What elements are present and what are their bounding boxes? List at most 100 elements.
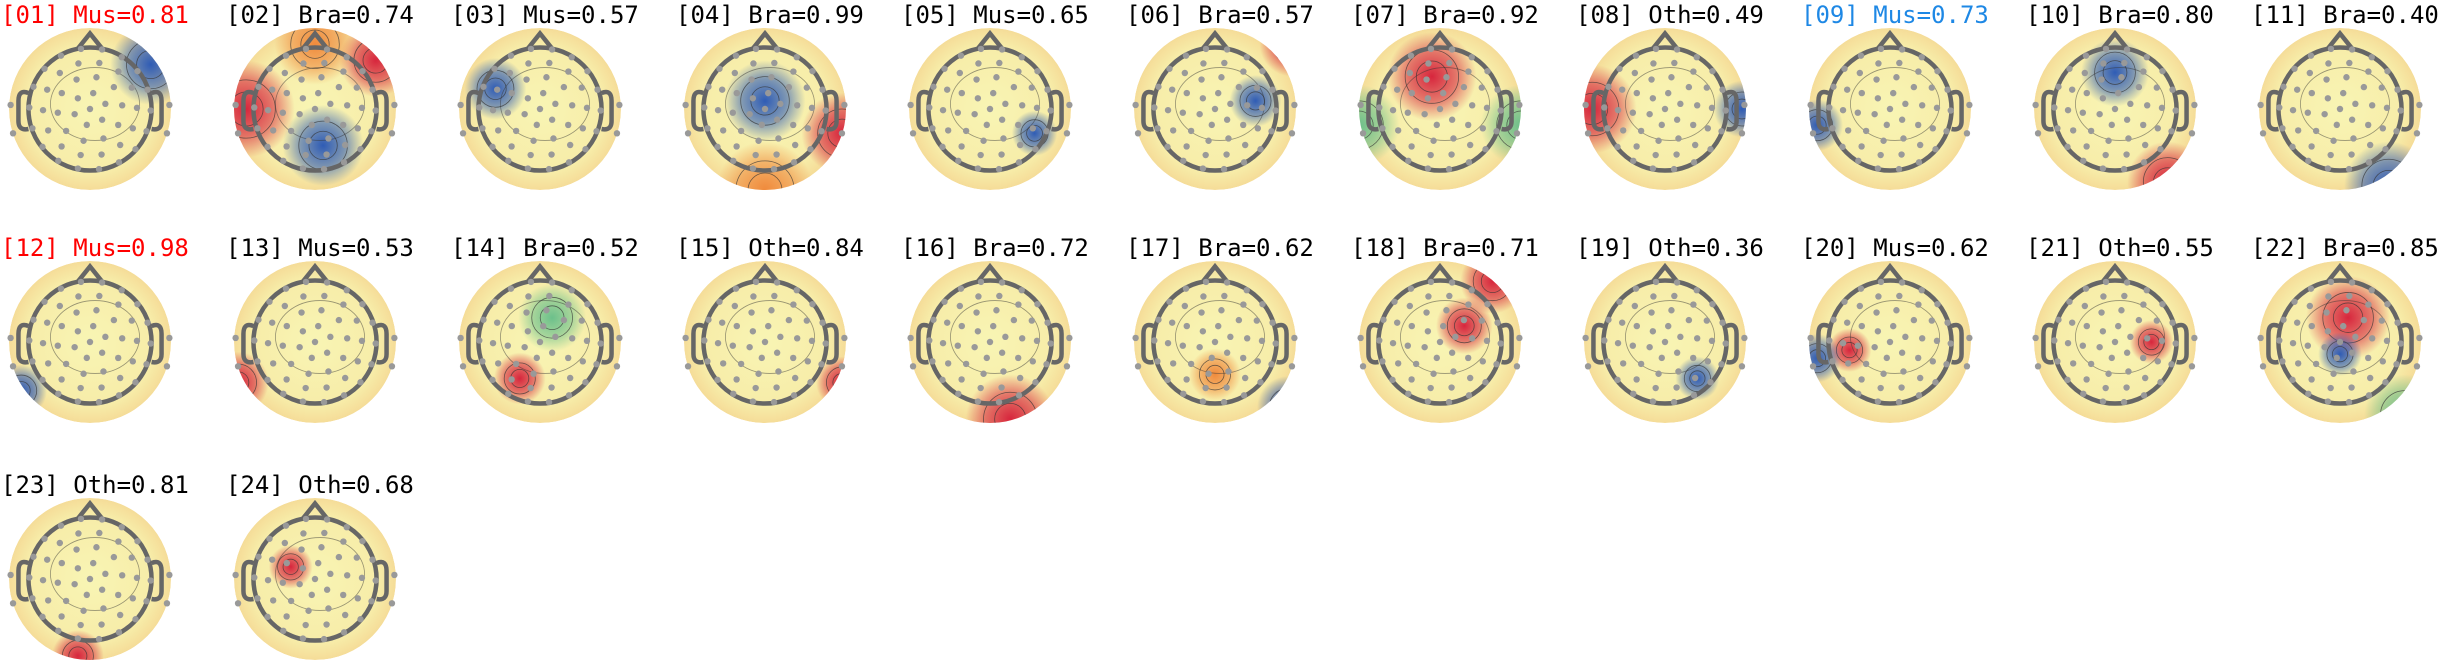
electrode bbox=[939, 339, 947, 347]
electrode bbox=[1928, 317, 1936, 324]
electrode bbox=[1223, 349, 1231, 356]
electrode bbox=[2304, 109, 2312, 116]
topomap-blob bbox=[1229, 74, 1282, 127]
electrode bbox=[974, 328, 982, 335]
electrode bbox=[2383, 337, 2391, 345]
electrode bbox=[1690, 301, 1697, 308]
electrode bbox=[115, 354, 122, 362]
electrode bbox=[1898, 46, 1906, 53]
electrode bbox=[1670, 165, 1678, 173]
electrode bbox=[733, 89, 740, 97]
electrode bbox=[296, 580, 303, 588]
electrode bbox=[1015, 159, 1023, 166]
electrode bbox=[907, 334, 914, 342]
electrode bbox=[2276, 337, 2283, 344]
contour-line bbox=[2094, 51, 2136, 94]
electrode bbox=[1448, 116, 1456, 123]
electrode bbox=[977, 384, 984, 392]
electrode bbox=[1516, 334, 1523, 342]
component-title: [18] Bra=0.71 bbox=[1351, 234, 1539, 262]
electrode bbox=[1241, 374, 1249, 382]
electrode bbox=[2294, 127, 2302, 134]
electrode bbox=[1032, 146, 1039, 153]
electrode bbox=[822, 107, 829, 114]
electrode bbox=[548, 384, 555, 391]
electrode bbox=[323, 349, 331, 356]
contour-line bbox=[290, 28, 340, 69]
electrode bbox=[1407, 285, 1415, 292]
electrode bbox=[264, 576, 272, 584]
electrode bbox=[83, 354, 90, 362]
electrode bbox=[283, 322, 290, 330]
electrode bbox=[86, 105, 94, 113]
electrode bbox=[1134, 363, 1142, 370]
component-title: [20] Mus=0.62 bbox=[1801, 234, 1989, 262]
nose bbox=[976, 29, 1004, 50]
electrode bbox=[2366, 141, 2374, 149]
electrode bbox=[1857, 52, 1865, 59]
electrode bbox=[1227, 100, 1234, 108]
electrode bbox=[2118, 307, 2125, 314]
electrode bbox=[1693, 53, 1700, 61]
electrode bbox=[803, 317, 811, 324]
electrode bbox=[533, 121, 540, 129]
electrode bbox=[773, 384, 780, 391]
electrode bbox=[1132, 101, 1139, 109]
electrode bbox=[1873, 76, 1880, 83]
electrode bbox=[1874, 328, 1882, 335]
electrode bbox=[944, 127, 952, 134]
electrode bbox=[2123, 46, 2131, 53]
electrode bbox=[357, 379, 364, 386]
electrode bbox=[1427, 384, 1434, 392]
electrode bbox=[1483, 337, 1491, 345]
electrode bbox=[2100, 60, 2107, 67]
electrode bbox=[234, 600, 242, 607]
electrode bbox=[2051, 337, 2058, 344]
electrode bbox=[1235, 316, 1243, 324]
electrode bbox=[1376, 337, 1383, 344]
electrode bbox=[251, 574, 258, 581]
nose bbox=[751, 262, 779, 283]
electrode bbox=[359, 537, 366, 545]
electrode bbox=[1883, 121, 1890, 129]
electrode bbox=[489, 143, 496, 151]
electrode bbox=[77, 278, 85, 286]
topomap-blob bbox=[1189, 348, 1241, 401]
electrode bbox=[287, 360, 295, 368]
electrode bbox=[2064, 339, 2072, 347]
electrode bbox=[359, 300, 366, 308]
electrode bbox=[752, 45, 760, 53]
electrode bbox=[809, 67, 816, 75]
contour-line bbox=[1280, 32, 1296, 56]
electrode bbox=[525, 60, 532, 67]
electrode bbox=[1614, 376, 1621, 384]
electrode bbox=[2054, 125, 2061, 132]
electrode bbox=[2312, 127, 2320, 135]
electrode bbox=[1963, 363, 1971, 370]
electrode bbox=[299, 635, 307, 642]
topomap-blob bbox=[518, 283, 587, 352]
electrode bbox=[1483, 104, 1491, 112]
ear bbox=[241, 559, 255, 602]
electrode bbox=[1015, 121, 1022, 129]
electrode bbox=[1874, 398, 1882, 405]
electrode bbox=[1380, 316, 1387, 323]
electrode bbox=[41, 535, 48, 542]
electrode bbox=[133, 337, 141, 345]
electrode bbox=[315, 89, 322, 97]
electrode bbox=[232, 101, 239, 109]
ear bbox=[1500, 322, 1514, 365]
electrode bbox=[983, 121, 990, 129]
electrode bbox=[1704, 358, 1712, 365]
electrode bbox=[732, 52, 740, 59]
electrode bbox=[476, 104, 483, 111]
electrode bbox=[995, 398, 1003, 406]
electrode bbox=[506, 69, 514, 77]
electrode bbox=[116, 611, 124, 619]
electrode bbox=[1839, 143, 1846, 151]
electrode bbox=[579, 125, 587, 132]
electrode bbox=[1493, 361, 1500, 368]
electrode bbox=[325, 135, 332, 142]
electrode bbox=[524, 165, 532, 172]
electrode bbox=[524, 398, 532, 405]
